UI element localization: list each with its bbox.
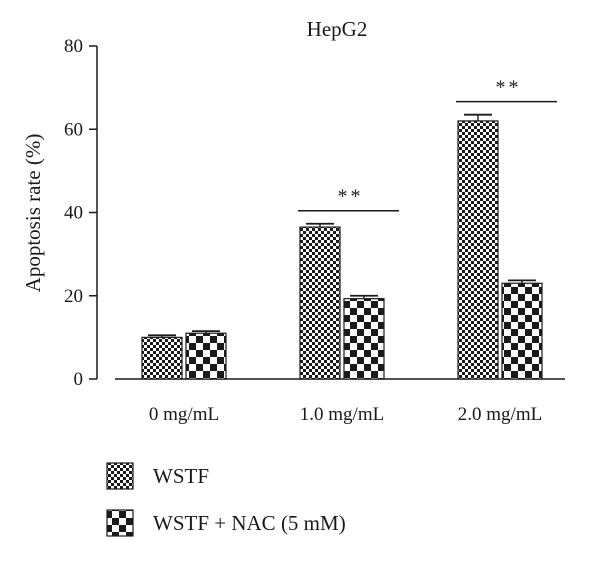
bar: [457, 120, 499, 380]
x-tick-label: 0 mg/mL: [149, 404, 219, 425]
bar: [185, 332, 227, 380]
legend-swatch: [106, 462, 134, 490]
bar: [501, 282, 543, 380]
y-tick-label: 60: [64, 119, 83, 140]
y-tick-label: 0: [74, 369, 84, 390]
y-tick-label: 20: [64, 286, 83, 307]
chart-title: HepG2: [307, 17, 368, 41]
bar: [343, 298, 385, 380]
x-tick-labels: 0 mg/mL 1.0 mg/mL 2.0 mg/mL: [149, 404, 542, 425]
legend-label: WSTF: [153, 464, 209, 488]
significance-markers: ** **: [298, 77, 557, 212]
legend-label: WSTF + NAC (5 mM): [153, 511, 346, 535]
y-tick-label: 80: [64, 36, 83, 57]
bar: [299, 226, 341, 380]
error-bars: [148, 113, 536, 338]
y-axis-label: Apoptosis rate (%): [21, 134, 45, 293]
x-tick-label: 1.0 mg/mL: [300, 404, 384, 425]
legend-swatch: [106, 509, 134, 537]
legend: WSTF WSTF + NAC (5 mM): [106, 462, 346, 537]
x-tick-label: 2.0 mg/mL: [458, 404, 542, 425]
significance-label: **: [496, 77, 522, 99]
bar: [141, 336, 183, 380]
bars: [141, 120, 543, 380]
y-tick-label: 40: [64, 203, 83, 224]
y-ticks: 0 20 40 60 80: [64, 36, 97, 390]
significance-label: **: [338, 186, 364, 208]
